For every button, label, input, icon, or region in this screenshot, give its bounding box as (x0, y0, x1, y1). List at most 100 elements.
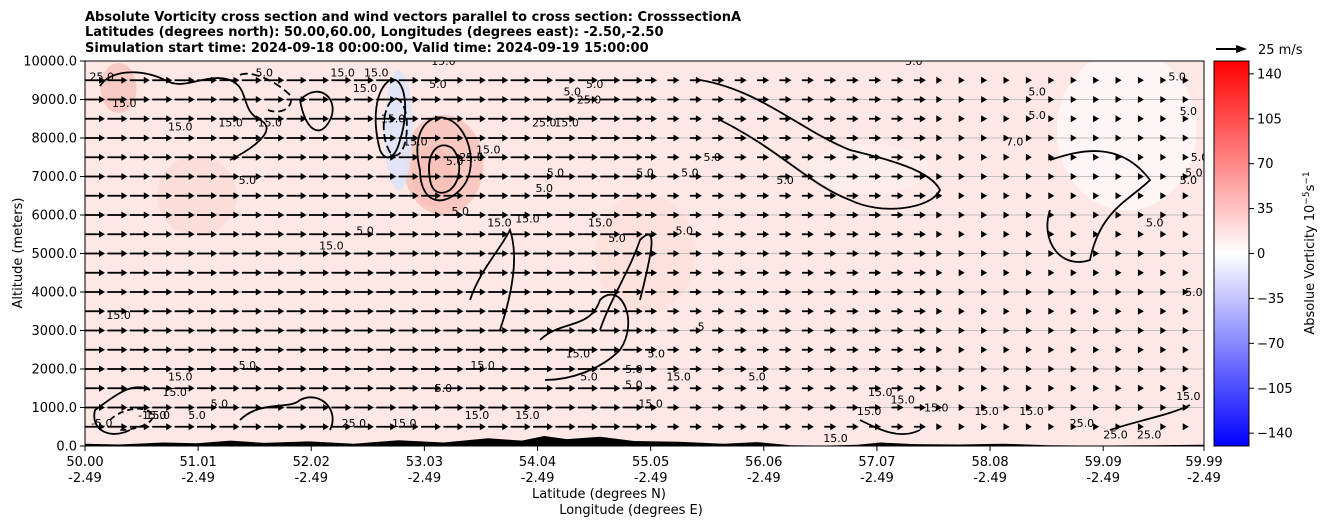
wind-vector (667, 96, 680, 103)
wind-vector-arrow-icon (435, 423, 442, 431)
wind-vector (981, 134, 988, 142)
wind-vector (488, 269, 509, 277)
wind-vector (913, 269, 926, 277)
wind-vector (488, 404, 509, 411)
wind-vector-arrow-icon (936, 269, 943, 277)
wind-vector-arrow-icon (897, 288, 904, 296)
wind-vector (376, 134, 397, 142)
wind-vector (734, 115, 747, 123)
wind-vector (689, 134, 702, 142)
wind-vector (421, 269, 442, 277)
wind-vector-arrow-icon (763, 211, 770, 219)
wind-vector (1115, 288, 1122, 296)
x-tick-label-lon: -2.49 (294, 471, 328, 486)
wind-vector (622, 134, 643, 142)
wind-vector-arrow-icon (763, 423, 770, 431)
wind-vector-arrow-icon (166, 269, 173, 277)
y-axis-ticks: 0.01000.02000.03000.04000.05000.06000.07… (23, 55, 85, 455)
wind-vector-arrow-icon (143, 404, 150, 411)
wind-vector-arrow-icon (785, 211, 792, 219)
wind-vector (376, 404, 397, 411)
wind-vector-arrow-icon (695, 153, 702, 161)
wind-vector (801, 365, 814, 373)
wind-vector (241, 173, 262, 180)
wind-vector-arrow-icon (255, 115, 262, 123)
wind-vector (533, 384, 554, 392)
wind-vector-arrow-icon (255, 153, 262, 161)
y-tick-label: 8000.0 (32, 132, 78, 147)
contour-label: 5.0 (636, 167, 654, 180)
wind-vector (913, 192, 926, 200)
wind-vector-arrow-icon (479, 153, 486, 161)
wind-vector-arrow-icon (211, 307, 218, 315)
wind-vector (1003, 288, 1010, 296)
title-line-1: Absolute Vorticity cross section and win… (85, 10, 741, 25)
wind-vector (1115, 230, 1122, 238)
wind-vector-arrow-icon (897, 384, 904, 392)
wind-vector-arrow-icon (479, 76, 486, 84)
wind-vector-arrow-icon (367, 96, 374, 103)
wind-vector-arrow-icon (673, 211, 680, 219)
wind-vector (197, 153, 218, 161)
wind-vector (443, 384, 464, 392)
wind-vector (488, 230, 509, 238)
wind-vector (465, 134, 486, 142)
wind-vector-arrow-icon (233, 423, 240, 431)
wind-vector (510, 423, 531, 431)
wind-vector-arrow-icon (830, 384, 837, 392)
wind-vector-arrow-icon (367, 153, 374, 161)
wind-vector-arrow-icon (367, 250, 374, 257)
wind-vector (286, 76, 307, 84)
wind-vector-arrow-icon (718, 230, 725, 238)
wind-vector-arrow-icon (143, 96, 150, 103)
wind-vector (1182, 250, 1189, 257)
wind-vector-arrow-icon (897, 423, 904, 431)
wind-vector-arrow-icon (785, 404, 792, 411)
contour-label: 15.0 (924, 401, 949, 414)
wind-vector (667, 115, 680, 123)
wind-vector-arrow-icon (1160, 153, 1167, 161)
wind-vector (869, 153, 882, 161)
wind-vector (1137, 346, 1144, 354)
wind-vector-arrow-icon (1160, 76, 1167, 84)
wind-vector (488, 76, 509, 84)
wind-vector-arrow-icon (936, 230, 943, 238)
wind-vector (1003, 346, 1010, 354)
wind-vector-arrow-icon (121, 230, 128, 238)
wind-vector-arrow-icon (166, 134, 173, 142)
wind-vector (645, 288, 658, 296)
wind-vector (219, 153, 240, 161)
wind-vector (264, 173, 285, 180)
wind-vector-arrow-icon (673, 346, 680, 354)
wind-vector-arrow-icon (763, 76, 770, 84)
wind-vector-arrow-icon (591, 404, 598, 411)
wind-vector-arrow-icon (651, 327, 658, 334)
wind-vector (1025, 211, 1032, 219)
wind-vector-arrow-icon (614, 250, 621, 257)
wind-vector (936, 250, 943, 257)
wind-vector (309, 115, 330, 123)
wind-vector (1070, 288, 1077, 296)
wind-vector (1003, 365, 1010, 373)
wind-vector (757, 173, 770, 180)
colorbar-tick-label: −35 (1257, 292, 1284, 307)
wind-vector-arrow-icon (614, 404, 621, 411)
wind-vector-arrow-icon (981, 404, 988, 411)
wind-vector (1048, 288, 1055, 296)
wind-vector-arrow-icon (740, 134, 747, 142)
contour-label: 5.0 (608, 232, 626, 245)
wind-vector-arrow-icon (524, 423, 531, 431)
wind-vector-arrow-icon (763, 153, 770, 161)
wind-vector (913, 384, 926, 392)
wind-vector-arrow-icon (830, 134, 837, 142)
wind-vector (936, 76, 943, 84)
wind-vector (1115, 269, 1122, 277)
wind-vector-arrow-icon (1003, 96, 1010, 103)
wind-vector (1093, 384, 1100, 392)
wind-vector (353, 307, 374, 315)
contour-label: 25.0 (342, 417, 367, 430)
wind-vector (734, 404, 747, 411)
contour-label: 5.0 (435, 382, 453, 395)
wind-vector-arrow-icon (763, 307, 770, 315)
wind-vector-arrow-icon (300, 115, 307, 123)
